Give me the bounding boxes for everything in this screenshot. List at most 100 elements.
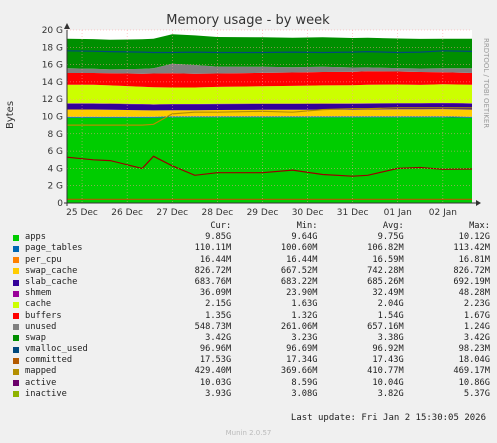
- legend-max: 10.86G: [458, 377, 490, 388]
- x-tick-label: 30 Dec: [292, 208, 324, 218]
- legend-label: swap: [25, 332, 46, 343]
- legend-cur: 10.03G: [199, 377, 232, 388]
- legend-swatch: [13, 369, 19, 376]
- legend-row-per-cpu: per_cpu 16.44M 16.44M 16.59M 16.81M: [12, 255, 490, 266]
- y-axis-arrow-icon: [64, 23, 70, 29]
- area-shmem: [67, 102, 472, 105]
- area-swap: [67, 34, 472, 70]
- legend-row-buffers: buffers 1.35G 1.32G 1.54G 1.67G: [12, 311, 490, 322]
- legend-max: 10.12G: [458, 232, 490, 243]
- line-committed: [66, 50, 473, 54]
- y-tick-label: 4 G: [47, 164, 63, 174]
- x-tick-label: 29 Dec: [247, 208, 279, 218]
- header-min: Min:: [296, 221, 318, 231]
- legend-swatch: [13, 380, 19, 387]
- y-tick-label: 18 G: [42, 43, 63, 53]
- legend-row-apps: apps 9.85G 9.64G 9.75G 10.12G: [12, 232, 490, 243]
- legend-swatch: [13, 245, 19, 252]
- legend-min: 17.34G: [286, 355, 318, 366]
- legend-cur: 96.96M: [199, 344, 232, 355]
- legend-row-swap-cache: swap_cache 826.72M 667.52M 742.28M 826.72M: [12, 266, 490, 277]
- area-swap-cache: [67, 109, 472, 117]
- legend-max: 1.67G: [463, 310, 490, 321]
- legend-max: 469.17M: [453, 366, 490, 377]
- legend-min: 3.23G: [291, 332, 318, 343]
- legend-row-swap: swap 3.42G 3.23G 3.38G 3.42G: [12, 333, 490, 344]
- legend-label: committed: [25, 355, 73, 366]
- header-avg: Avg:: [382, 221, 404, 231]
- memory-chart: Memory usage - by week Bytes RRDTOOL / T…: [5, 13, 490, 218]
- area-apps: [67, 117, 472, 203]
- y-axis-label: Bytes: [5, 101, 16, 129]
- legend-cur: 1.35G: [205, 310, 232, 321]
- legend-max: 98.23M: [458, 344, 490, 355]
- legend-label: mapped: [25, 366, 57, 377]
- legend-avg: 3.82G: [377, 388, 404, 399]
- legend-table: Cur: Min: Avg: Max: apps 9.85G 9.64G 9.75G 1…: [12, 221, 490, 400]
- legend-cur: 2.15G: [205, 299, 232, 310]
- legend-label: active: [25, 377, 57, 388]
- legend-avg: 96.92M: [372, 344, 404, 355]
- legend-avg: 685.26M: [367, 276, 404, 287]
- legend-swatch: [13, 279, 19, 286]
- legend-avg: 10.04G: [372, 377, 404, 388]
- legend-cur: 429.40M: [194, 366, 232, 377]
- legend-max: 692.19M: [453, 276, 490, 287]
- legend-swatch: [13, 268, 19, 275]
- legend-min: 16.44M: [286, 254, 318, 265]
- legend-max: 18.04G: [458, 355, 490, 366]
- legend-min: 8.59G: [291, 377, 318, 388]
- legend-label: inactive: [25, 388, 67, 399]
- x-axis-arrow-icon: [476, 200, 481, 206]
- legend-min: 23.90M: [286, 288, 318, 299]
- legend-swatch: [13, 301, 19, 308]
- legend-min: 1.63G: [291, 299, 318, 310]
- legend-row-page-tables: page_tables 110.11M 100.60M 106.82M 113.42M: [12, 243, 490, 254]
- y-tick-label: 6 G: [47, 147, 63, 157]
- legend-rows: apps 9.85G 9.64G 9.75G 10.12G page_tables 110.…: [12, 232, 490, 400]
- legend-swatch: [13, 324, 19, 331]
- x-tick-label: 31 Dec: [337, 208, 369, 218]
- last-update-text: Last update: Fri Jan 2 15:30:05 2026: [290, 413, 486, 423]
- legend-min: 683.22M: [280, 276, 318, 287]
- legend-header: Cur: Min: Avg: Max:: [12, 221, 490, 232]
- legend-min: 261.06M: [280, 321, 318, 332]
- legend-swatch: [13, 257, 19, 264]
- legend-min: 3.08G: [291, 388, 318, 399]
- legend-avg: 3.38G: [377, 332, 404, 343]
- legend-max: 3.42G: [463, 332, 490, 343]
- legend-label: buffers: [25, 310, 62, 321]
- y-tick-label: 14 G: [42, 78, 63, 88]
- grid-lines: [67, 29, 472, 204]
- legend-cur: 548.73M: [194, 321, 232, 332]
- legend-label: unused: [25, 321, 57, 332]
- y-tick-label: 16 G: [42, 61, 63, 71]
- y-tick-label: 8 G: [47, 130, 63, 140]
- legend-label: vmalloc_used: [25, 344, 88, 355]
- x-tick-label: 26 Dec: [111, 208, 143, 218]
- legend-avg: 106.82M: [367, 243, 404, 254]
- legend-avg: 2.04G: [377, 299, 404, 310]
- x-tick-label: 25 Dec: [66, 208, 98, 218]
- legend-row-vmalloc-used: vmalloc_used 96.96M 96.69M 96.92M 98.23M: [12, 344, 490, 355]
- legend-row-inactive: inactive 3.93G 3.08G 3.82G 5.37G: [12, 389, 490, 400]
- legend-label: swap_cache: [25, 265, 78, 276]
- rrdtool-credit: RRDTOOL / TOBI OETIKER: [482, 38, 490, 128]
- y-tick-label: 10 G: [42, 113, 63, 123]
- legend-min: 369.66M: [280, 366, 318, 377]
- legend-avg: 9.75G: [377, 232, 404, 243]
- legend-max: 826.72M: [453, 265, 490, 276]
- legend-max: 48.28M: [458, 288, 490, 299]
- x-tick-label: 28 Dec: [201, 208, 233, 218]
- legend-cur: 16.44M: [199, 254, 232, 265]
- y-tick-labels: 0 2 G 4 G 6 G 8 G 10 G 12 G 14 G 16 G 18 G 20 G: [42, 26, 64, 209]
- legend-max: 16.81M: [458, 254, 490, 265]
- legend-max: 1.24G: [463, 321, 490, 332]
- legend-min: 100.60M: [280, 243, 318, 254]
- y-tick-label: 12 G: [42, 95, 63, 105]
- line-inactive: [66, 155, 473, 177]
- x-tick-label: 02 Jan: [429, 208, 457, 218]
- legend-row-shmem: shmem 36.09M 23.90M 32.49M 48.28M: [12, 288, 490, 299]
- legend-max: 113.42M: [453, 243, 490, 254]
- legend-max: 5.37G: [463, 388, 490, 399]
